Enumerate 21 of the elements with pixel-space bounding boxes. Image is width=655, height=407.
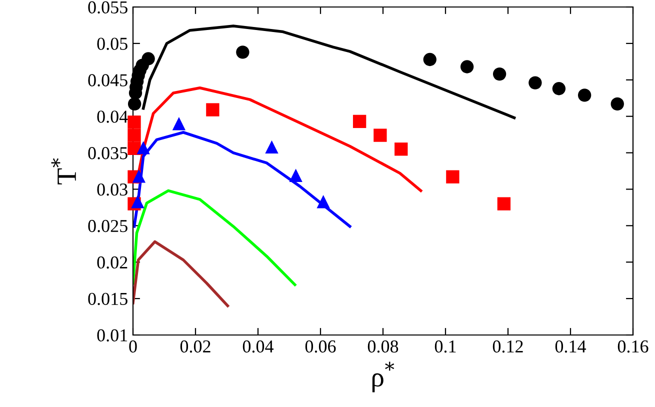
x-tick-label: 0.1 [434, 340, 456, 353]
y-tick-label: 0.04 [97, 110, 128, 123]
x-tick-label: 0.08 [368, 340, 398, 353]
y-tick-label: 0.025 [88, 220, 128, 232]
x-tick-label: 0.14 [555, 340, 586, 353]
y-tick-label: 0.01 [97, 329, 128, 342]
x-tick-label: 0.02 [180, 340, 210, 353]
y-tick-label: 0.03 [97, 183, 128, 196]
x-tick-label: 0.06 [305, 340, 336, 353]
x-tick-label: 0.16 [618, 340, 648, 353]
x-tick-label: 0 [129, 340, 137, 353]
y-tick-label: 0.045 [88, 74, 128, 86]
x-tick-label: 0.12 [492, 340, 523, 353]
x-axis-title: ρ$^{*}$ [372, 362, 394, 392]
x-tick-label: 0.04 [242, 340, 274, 353]
y-tick-label: 0.02 [97, 256, 128, 269]
y-tick-label: 0.05 [97, 38, 128, 50]
y-tick-label: 0.035 [88, 147, 128, 160]
y-tick-label: 0.015 [88, 292, 128, 306]
y-tick-label: 0.055 [88, 1, 128, 14]
y-axis-title: T$^{*}$ [51, 158, 76, 184]
